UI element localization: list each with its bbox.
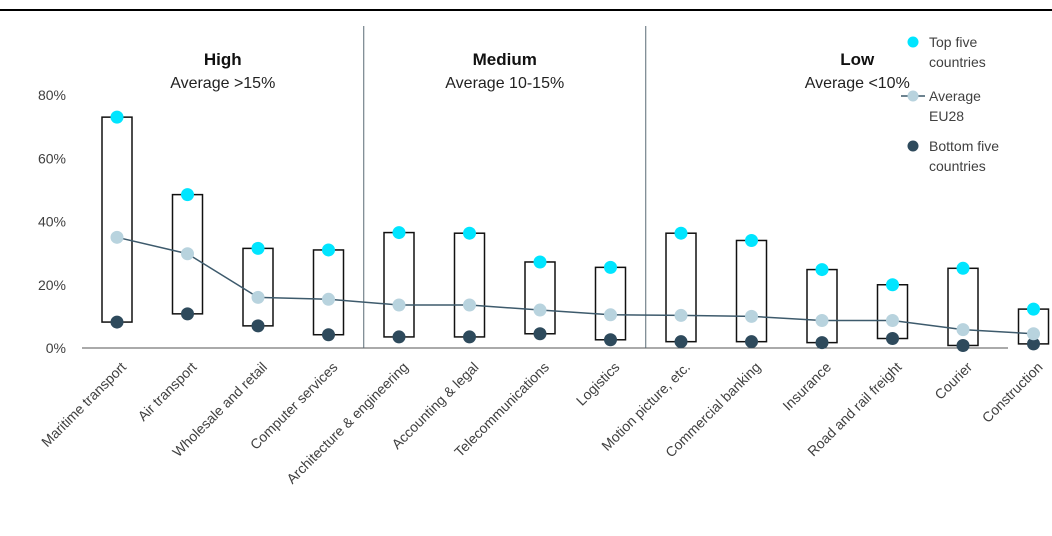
x-axis-labels: Maritime transport Air transportWholesale… (38, 359, 1046, 487)
range-box (594, 266, 627, 341)
y-tick-label: 40% (38, 214, 66, 230)
top-five-point (886, 278, 899, 292)
y-tick-label: 80% (38, 87, 66, 103)
top-five-point (674, 226, 688, 240)
range-box (383, 231, 415, 338)
bottom-five-point (815, 336, 829, 350)
average-eu28-point (251, 290, 265, 304)
legend-label: EU28 (929, 108, 964, 124)
top-five-point (392, 226, 406, 240)
bottom-five-point (1027, 337, 1040, 351)
bottom-five-point (745, 335, 758, 349)
legend: Top five countries Average EU28 Bottom five c… (901, 34, 999, 174)
top-five-point (181, 188, 194, 202)
average-eu28-point (533, 303, 547, 317)
category-label: Air transport (134, 359, 199, 424)
range-box (453, 232, 486, 338)
bottom-five-point (392, 330, 406, 344)
data-points (110, 110, 1040, 352)
range-box (101, 116, 133, 323)
range-box (665, 232, 697, 343)
range-box (735, 239, 768, 343)
top-five-point (604, 260, 617, 274)
average-eu28-point (1027, 327, 1040, 341)
average-eu28-point (392, 298, 406, 312)
group-labels: High Average >15% Medium Average 10-15% Low A… (170, 50, 910, 92)
bottom-five-point (604, 333, 617, 347)
bottom-five-point (322, 328, 335, 342)
legend-average-marker (907, 90, 919, 102)
average-eu28-point (110, 230, 124, 244)
average-eu28-point (463, 298, 476, 312)
group-title: Low (840, 50, 875, 69)
bottom-five-point (533, 327, 547, 341)
group-subtitle: Average <10% (805, 75, 910, 92)
group-title: High (204, 50, 242, 69)
legend-label: countries (929, 158, 986, 174)
group-subtitle: Average >15% (170, 75, 275, 92)
bottom-five-point (463, 330, 476, 344)
top-five-point (956, 261, 970, 275)
legend-bottom-marker (907, 140, 919, 152)
average-eu28-point (674, 308, 688, 322)
range-box (806, 268, 838, 344)
legend-label: countries (929, 54, 986, 70)
legend-label: Bottom five (929, 138, 999, 154)
range-box (524, 261, 556, 335)
top-five-point (745, 233, 758, 247)
top-five-point (251, 241, 265, 255)
average-eu28-point (604, 308, 617, 322)
group-title: Medium (473, 50, 537, 69)
category-label: Logistics (573, 359, 623, 409)
range-box (876, 284, 909, 340)
average-eu28-point (956, 323, 970, 337)
legend-label: Average (929, 88, 981, 104)
legend-top-marker (907, 36, 919, 48)
y-tick-label: 60% (38, 150, 66, 166)
average-eu28-point (181, 247, 194, 261)
range-box (242, 247, 274, 327)
bottom-five-point (251, 319, 265, 333)
range-boxes (101, 116, 1050, 347)
top-five-point (110, 110, 124, 124)
average-eu28-point (322, 292, 335, 306)
bottom-five-point (181, 307, 194, 321)
bottom-five-point (956, 338, 970, 352)
category-label: Architecture & engineering (283, 359, 411, 487)
category-label: Maritime transport (38, 359, 129, 450)
average-eu28-point (815, 313, 829, 327)
top-five-point (533, 255, 547, 269)
range-box (312, 249, 345, 336)
top-five-point (463, 226, 476, 240)
group-subtitle: Average 10-15% (445, 75, 564, 92)
group-separators (363, 26, 647, 348)
category-label: Courier (931, 359, 975, 403)
y-tick-label: 0% (46, 340, 66, 356)
top-five-point (322, 243, 335, 257)
average-eu28-point (745, 309, 758, 323)
category-label: Insurance (779, 359, 834, 414)
y-tick-label: 20% (38, 277, 66, 293)
bottom-five-point (674, 335, 688, 349)
y-axis: 0% 20% 40% 60% 80% (38, 87, 1008, 356)
average-line-layer (116, 236, 1034, 335)
legend-label: Top five (929, 34, 977, 50)
category-label: Construction (979, 359, 1046, 426)
bottom-five-point (886, 332, 899, 346)
average-eu28-line (116, 236, 1034, 335)
top-five-point (815, 263, 829, 277)
average-eu28-point (886, 313, 899, 327)
top-five-point (1027, 302, 1040, 316)
bottom-five-point (110, 315, 124, 329)
